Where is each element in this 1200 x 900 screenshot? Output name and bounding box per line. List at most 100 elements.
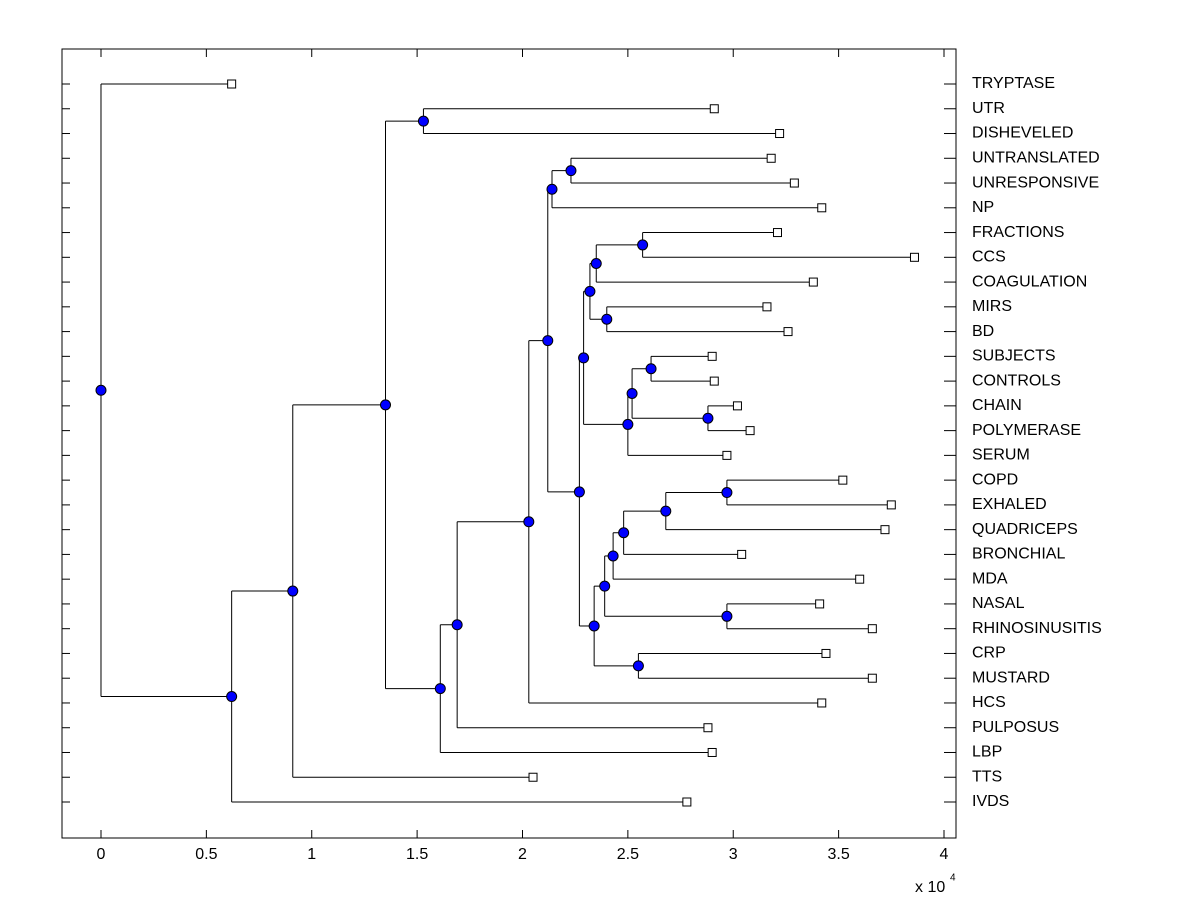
- leaf: [817, 698, 827, 708]
- node: [660, 505, 672, 517]
- node: [542, 335, 554, 347]
- node: [417, 115, 429, 127]
- leaf-label: RHINOSINUSITIS: [972, 620, 1102, 637]
- leaf-label: DISHEVELED: [972, 125, 1073, 142]
- node: [702, 412, 714, 424]
- leaf: [722, 450, 732, 460]
- leaf-label: BD: [972, 323, 994, 340]
- leaf-label: UTR: [972, 100, 1005, 117]
- leaf: [737, 549, 747, 559]
- node: [637, 239, 649, 251]
- plot-frame: [61, 48, 957, 839]
- leaf: [227, 79, 237, 89]
- leaf-label: COAGULATION: [972, 273, 1087, 290]
- leaf-label: POLYMERASE: [972, 422, 1081, 439]
- node: [578, 352, 590, 364]
- leaf: [808, 277, 818, 287]
- x-tick-label: 0.5: [195, 846, 217, 863]
- leaf: [528, 772, 538, 782]
- leaf-label: COPD: [972, 471, 1018, 488]
- x-tick-label: 2: [518, 846, 527, 863]
- node: [573, 486, 585, 498]
- leaf-label: PULPOSUS: [972, 719, 1059, 736]
- leaf-label: IVDS: [972, 793, 1009, 810]
- leaf-label: MUSTARD: [972, 669, 1050, 686]
- leaf: [732, 401, 742, 411]
- leaf-label: CCS: [972, 249, 1006, 266]
- leaf: [707, 747, 717, 757]
- leaf: [762, 302, 772, 312]
- leaf: [867, 624, 877, 634]
- node: [607, 550, 619, 562]
- leaf-label: EXHALED: [972, 496, 1047, 513]
- leaf-label: SUBJECTS: [972, 348, 1056, 365]
- node: [721, 487, 733, 499]
- leaf-label: TRYPTASE: [972, 75, 1055, 92]
- x-scale-label: x 10: [915, 879, 945, 896]
- x-tick-label: 2.5: [617, 846, 639, 863]
- leaf: [709, 104, 719, 114]
- leaf: [707, 351, 717, 361]
- leaf: [880, 525, 890, 535]
- node: [599, 580, 611, 592]
- node: [622, 418, 634, 430]
- leaf: [789, 178, 799, 188]
- leaf: [821, 648, 831, 658]
- leaf-label: FRACTIONS: [972, 224, 1064, 241]
- leaf: [838, 475, 848, 485]
- leaf-label: NASAL: [972, 595, 1025, 612]
- leaf: [709, 376, 719, 386]
- node: [380, 399, 392, 411]
- node: [565, 165, 577, 177]
- node: [434, 683, 446, 695]
- node: [584, 285, 596, 297]
- leaf-label: UNRESPONSIVE: [972, 174, 1099, 191]
- leaf: [775, 129, 785, 139]
- leaf: [886, 500, 896, 510]
- leaf: [815, 599, 825, 609]
- leaf-label: MDA: [972, 570, 1008, 587]
- leaf-label: SERUM: [972, 447, 1030, 464]
- node: [588, 620, 600, 632]
- node: [546, 183, 558, 195]
- leaf: [909, 252, 919, 262]
- x-scale-exponent: 4: [950, 873, 956, 884]
- x-tick-label: 1.5: [406, 846, 428, 863]
- leaf: [766, 153, 776, 163]
- leaf: [817, 203, 827, 213]
- leaf: [867, 673, 877, 683]
- node: [451, 619, 463, 631]
- markers: [95, 79, 919, 807]
- leaf-label: CHAIN: [972, 397, 1022, 414]
- x-tick-label: 3: [729, 846, 738, 863]
- leaf-label: HCS: [972, 694, 1006, 711]
- node: [590, 258, 602, 269]
- leaf: [855, 574, 865, 584]
- leaf: [703, 723, 713, 733]
- leaf-label: TTS: [972, 768, 1002, 785]
- leaf-label: UNTRANSLATED: [972, 149, 1100, 166]
- x-tick-label: 1: [307, 846, 316, 863]
- node: [632, 660, 644, 672]
- leaf-label: MIRS: [972, 298, 1012, 315]
- node: [287, 585, 299, 597]
- x-tick-label: 0: [97, 846, 106, 863]
- node: [523, 516, 535, 528]
- leaf-label: NP: [972, 199, 994, 216]
- node: [626, 387, 638, 399]
- leaf-label: LBP: [972, 744, 1002, 761]
- leaf: [745, 426, 755, 436]
- x-tick-label: 4: [940, 846, 949, 863]
- node: [95, 384, 107, 396]
- node: [601, 313, 613, 325]
- x-tick-label: 3.5: [827, 846, 849, 863]
- node: [721, 610, 733, 622]
- leaf: [682, 797, 692, 807]
- node: [645, 363, 657, 375]
- leaf-label: CONTROLS: [972, 372, 1061, 389]
- leaf: [783, 327, 793, 337]
- leaf: [772, 228, 782, 238]
- leaf-label: CRP: [972, 645, 1006, 662]
- leaf-label: QUADRICEPS: [972, 521, 1078, 538]
